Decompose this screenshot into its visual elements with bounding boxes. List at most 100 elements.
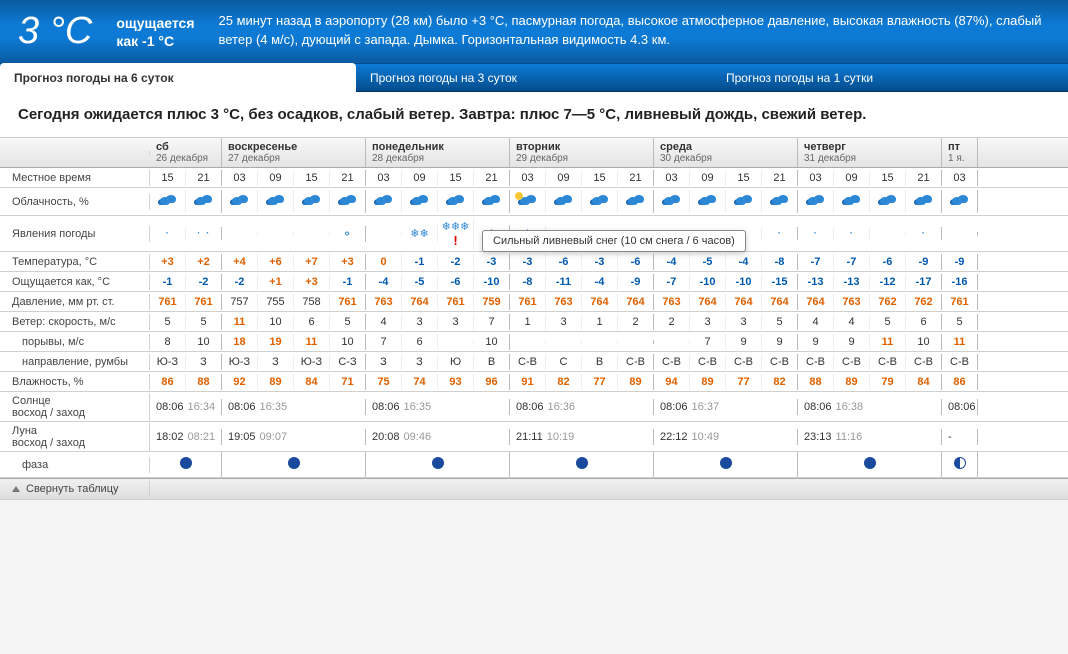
value-cell: 9 xyxy=(726,334,762,350)
wind-dir-cell: С-В xyxy=(726,354,762,370)
astro-cell: - xyxy=(942,429,978,445)
value-cell: 758 xyxy=(294,294,330,310)
hour-cell: 21 xyxy=(186,170,222,186)
value-cell: -9 xyxy=(906,254,942,270)
wind-dir-label: направление, румбы xyxy=(0,354,150,370)
cloudiness-label: Облачность, % xyxy=(0,194,150,210)
astro-cell: 23:1311:16 xyxy=(798,429,942,445)
warning-icon[interactable]: ! xyxy=(438,233,473,248)
precip-cell xyxy=(222,232,258,236)
value-cell: 74 xyxy=(402,374,438,390)
precip-icon: ･ xyxy=(834,229,869,238)
feels-like-row: Ощущается как, °C -1-2-2+1+3-1-4-5-6-10-… xyxy=(0,272,1068,292)
value-cell: -16 xyxy=(942,274,978,290)
value-cell: 764 xyxy=(798,294,834,310)
wind-dir-cell: С-В xyxy=(654,354,690,370)
feels-label: ощущается xyxy=(116,15,194,31)
value-cell: 3 xyxy=(690,314,726,330)
value-cell: 3 xyxy=(438,314,474,330)
precip-icon: ⚬ xyxy=(330,228,365,240)
cloud-cell xyxy=(762,190,798,213)
value-cell: 11 xyxy=(294,334,330,350)
day-header[interactable]: среда30 декабря xyxy=(654,138,798,167)
tab-3-days[interactable]: Прогноз погоды на 3 суток xyxy=(356,64,712,91)
value-cell: -9 xyxy=(942,254,978,270)
value-cell: -5 xyxy=(402,274,438,290)
moon-phase-icon xyxy=(720,457,732,469)
set-time: 09:07 xyxy=(260,431,288,443)
moon-phase-cell xyxy=(654,452,798,477)
day-header[interactable]: четверг31 декабря xyxy=(798,138,942,167)
set-time: 10:49 xyxy=(692,431,720,443)
collapse-row[interactable]: Свернуть таблицу xyxy=(0,478,1068,500)
value-cell: 10 xyxy=(258,314,294,330)
cloud-cell xyxy=(690,190,726,213)
moon-phase-icon xyxy=(864,457,876,469)
cloud-cell xyxy=(258,190,294,213)
moon-phase-cell xyxy=(798,452,942,477)
value-cell: -7 xyxy=(834,254,870,270)
value-cell: 7 xyxy=(366,334,402,350)
value-cell: 9 xyxy=(834,334,870,350)
wind-dir-cell: В xyxy=(474,354,510,370)
day-header[interactable]: сб26 декабря xyxy=(150,138,222,167)
wind-dir-cell: С-З xyxy=(330,354,366,370)
collapse-button[interactable]: Свернуть таблицу xyxy=(0,481,150,497)
day-header[interactable]: пт1 я. xyxy=(942,138,978,167)
value-cell: -5 xyxy=(690,254,726,270)
tab-1-day[interactable]: Прогноз погоды на 1 сутки xyxy=(712,64,1068,91)
value-cell: 761 xyxy=(150,294,186,310)
value-cell: 761 xyxy=(942,294,978,310)
cloud-icon xyxy=(841,194,863,208)
day-header[interactable]: понедельник28 декабря xyxy=(366,138,510,167)
hour-cell: 21 xyxy=(762,170,798,186)
cloud-icon xyxy=(445,194,467,208)
value-cell: 18 xyxy=(222,334,258,350)
moon-row: Луна восход / заход 18:0208:2119:0509:07… xyxy=(0,422,1068,452)
value-cell: 8 xyxy=(150,334,186,350)
wind-dir-cell: З xyxy=(186,354,222,370)
cloud-cell xyxy=(582,190,618,213)
value-cell: +1 xyxy=(258,274,294,290)
value-cell: 3 xyxy=(402,314,438,330)
wind-gust-row: порывы, м/с 81018191110761079999111011 xyxy=(0,332,1068,352)
value-cell: 3 xyxy=(726,314,762,330)
cloud-icon xyxy=(661,194,683,208)
astro-cell: 08:0616:37 xyxy=(654,399,798,415)
value-cell: 763 xyxy=(654,294,690,310)
day-header[interactable]: вторник29 декабря xyxy=(510,138,654,167)
feels-value: как -1 °C xyxy=(116,33,174,49)
day-header[interactable]: воскресенье27 декабря xyxy=(222,138,366,167)
precip-cell: ･ xyxy=(150,227,186,240)
cloud-cell xyxy=(438,190,474,213)
value-cell: -7 xyxy=(798,254,834,270)
value-cell: -10 xyxy=(726,274,762,290)
value-cell: +3 xyxy=(330,254,366,270)
feels-like-header: ощущается как -1 °C xyxy=(116,10,194,50)
cloud-cell xyxy=(870,190,906,213)
wind-dir-cell: Ю-З xyxy=(150,354,186,370)
precip-cell: ⚬ xyxy=(330,226,366,242)
value-cell: 2 xyxy=(654,314,690,330)
value-cell: 764 xyxy=(618,294,654,310)
value-cell: +2 xyxy=(186,254,222,270)
value-cell: 4 xyxy=(798,314,834,330)
set-time: 08:21 xyxy=(188,431,216,443)
day-of-week: среда xyxy=(660,141,692,153)
cloud-cell xyxy=(186,190,222,213)
cloud-icon xyxy=(229,194,251,208)
cloud-cell xyxy=(654,190,690,213)
precip-icon: ･ xyxy=(906,229,941,238)
cloud-icon xyxy=(733,194,755,208)
day-date: 26 декабря xyxy=(156,153,208,164)
astro-cell: 22:1210:49 xyxy=(654,429,798,445)
value-cell: 5 xyxy=(870,314,906,330)
cloud-icon xyxy=(553,194,575,208)
rise-time: 08:06 xyxy=(660,401,688,413)
tab-6-days[interactable]: Прогноз погоды на 6 суток xyxy=(0,63,356,92)
value-cell xyxy=(654,340,690,344)
cloud-icon xyxy=(589,194,611,208)
set-time: 16:35 xyxy=(404,401,432,413)
value-cell: 762 xyxy=(906,294,942,310)
value-cell: 755 xyxy=(258,294,294,310)
